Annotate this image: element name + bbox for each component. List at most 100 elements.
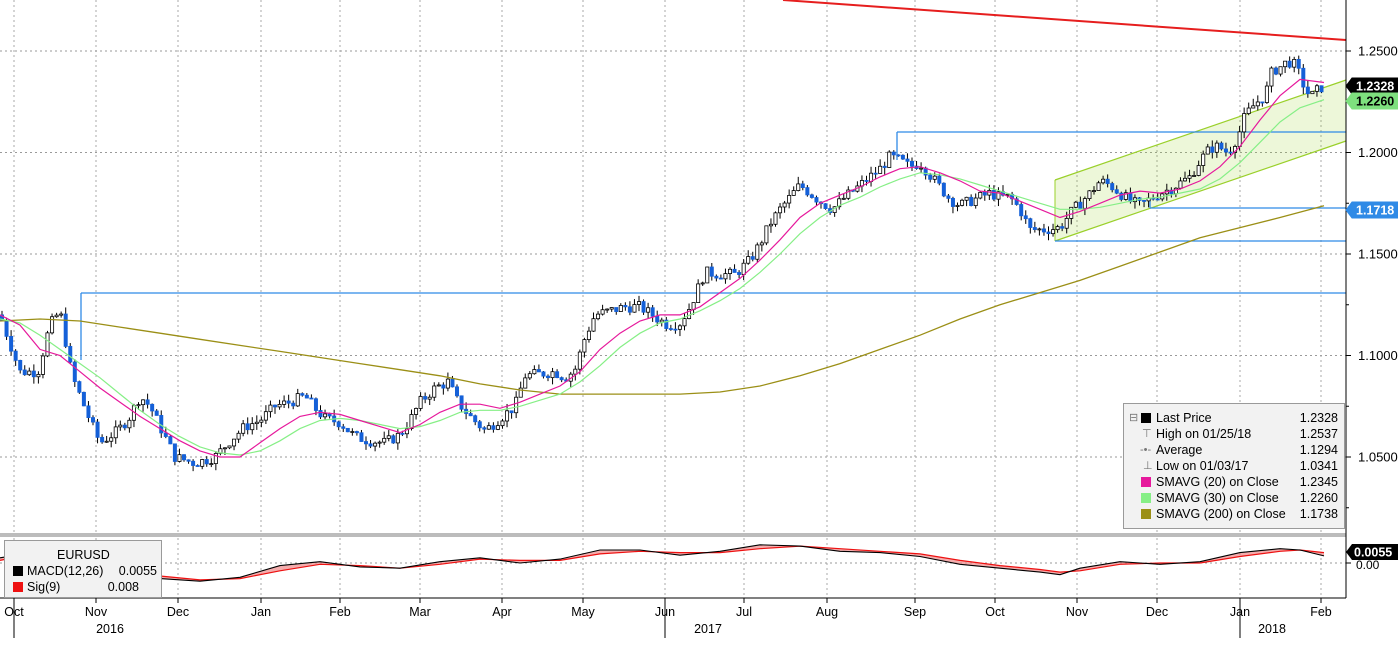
legend-swatch — [1141, 477, 1151, 487]
candle-body — [1155, 198, 1160, 201]
candle-body — [1223, 148, 1228, 153]
candle-body — [222, 447, 227, 450]
candle-body — [1028, 218, 1033, 228]
candle-body — [864, 180, 869, 182]
candle-body — [113, 426, 118, 439]
candle-body — [514, 396, 519, 414]
candle-body — [86, 405, 91, 418]
x-month-label: May — [571, 605, 595, 619]
candle-body — [359, 432, 364, 442]
legend-swatch — [13, 566, 23, 576]
candle-body — [919, 167, 924, 170]
candle-body — [709, 266, 714, 277]
candle-body — [145, 399, 150, 405]
candle-body — [910, 160, 915, 167]
candle-body — [546, 375, 551, 379]
candle-body — [414, 408, 419, 415]
candle-body — [195, 465, 200, 467]
candle-body — [109, 437, 114, 442]
candle-body — [181, 454, 186, 461]
candle-body — [768, 223, 773, 227]
candle-body — [400, 432, 405, 435]
candle-body — [168, 436, 173, 445]
candle-body — [1014, 198, 1019, 205]
legend-swatch — [13, 582, 23, 592]
candle-body — [291, 402, 296, 407]
legend-label: Low on 01/03/17 — [1156, 459, 1249, 473]
candle-body — [846, 189, 851, 199]
x-month-label: Feb — [329, 605, 351, 619]
candle-body — [964, 196, 969, 201]
candle-body — [891, 151, 896, 156]
candle-body — [309, 397, 314, 400]
candle-body — [404, 428, 409, 435]
candle-body — [1255, 101, 1260, 107]
candle-body — [1055, 226, 1060, 231]
candle-body — [1187, 175, 1192, 179]
candle-body — [450, 378, 455, 388]
candle-body — [1196, 165, 1201, 176]
candle-body — [104, 440, 109, 443]
candle-body — [4, 320, 9, 337]
candle-body — [1310, 90, 1315, 95]
x-month-label: Nov — [85, 605, 108, 619]
candle-body — [1005, 193, 1010, 196]
candle-body — [878, 165, 883, 174]
legend-value: 0.008 — [107, 580, 139, 594]
channel-lower-line — [1054, 140, 1347, 242]
candle-body — [1041, 228, 1046, 233]
candle-body — [473, 415, 478, 423]
candle-body — [391, 435, 396, 444]
candle-body — [141, 399, 146, 406]
candle-body — [1105, 178, 1110, 184]
legend-value: 1.1294 — [1299, 443, 1338, 457]
candle-body — [946, 195, 951, 199]
candle-body — [323, 413, 328, 418]
candle-body — [50, 316, 55, 334]
legend-label: High on 01/25/18 — [1156, 427, 1252, 441]
candle-body — [586, 330, 591, 340]
candle-body — [482, 427, 487, 430]
legend-swatch — [1141, 493, 1151, 503]
candle-body — [1051, 229, 1056, 235]
candle-body — [40, 355, 45, 375]
candle-body — [928, 174, 933, 180]
candle-body — [623, 305, 628, 308]
candle-body — [1114, 189, 1119, 194]
candle-body — [1032, 227, 1037, 230]
candle-body — [377, 441, 382, 444]
candle-body — [350, 431, 355, 433]
candle-body — [718, 277, 723, 280]
legend-value: 0.0055 — [118, 564, 157, 578]
legend-row-average: -•- Average 1.1294 — [1124, 442, 1344, 458]
candle-body — [68, 345, 73, 363]
candle-body — [773, 212, 778, 225]
candle-body — [327, 413, 332, 417]
macd-legend-title: EURUSD — [57, 548, 110, 562]
price-tag-bg — [1345, 92, 1398, 110]
candle-body — [1123, 192, 1128, 200]
candle-body — [1128, 192, 1133, 203]
candle-body — [982, 191, 987, 196]
candle-body — [664, 319, 669, 329]
candle-body — [100, 436, 105, 443]
candle-body — [177, 454, 182, 462]
price-tag-label: 1.2260 — [1356, 95, 1394, 109]
candle-body — [523, 377, 528, 389]
signal-line — [0, 545, 1325, 581]
x-month-label: Aug — [816, 605, 838, 619]
candle-body — [427, 396, 432, 400]
candle-body — [1228, 151, 1233, 154]
candle-body — [659, 319, 664, 323]
panel-separator — [0, 533, 1346, 537]
candle-body — [759, 242, 764, 246]
legend-label: SMAVG (200) on Close — [1156, 507, 1286, 521]
candle-body — [31, 370, 36, 378]
x-month-label: Apr — [492, 605, 511, 619]
candle-body — [259, 419, 264, 423]
candle-body — [714, 275, 719, 279]
legend-row-sma200: SMAVG (200) on Close 1.1738 — [1124, 506, 1344, 522]
candle-body — [996, 191, 1001, 200]
